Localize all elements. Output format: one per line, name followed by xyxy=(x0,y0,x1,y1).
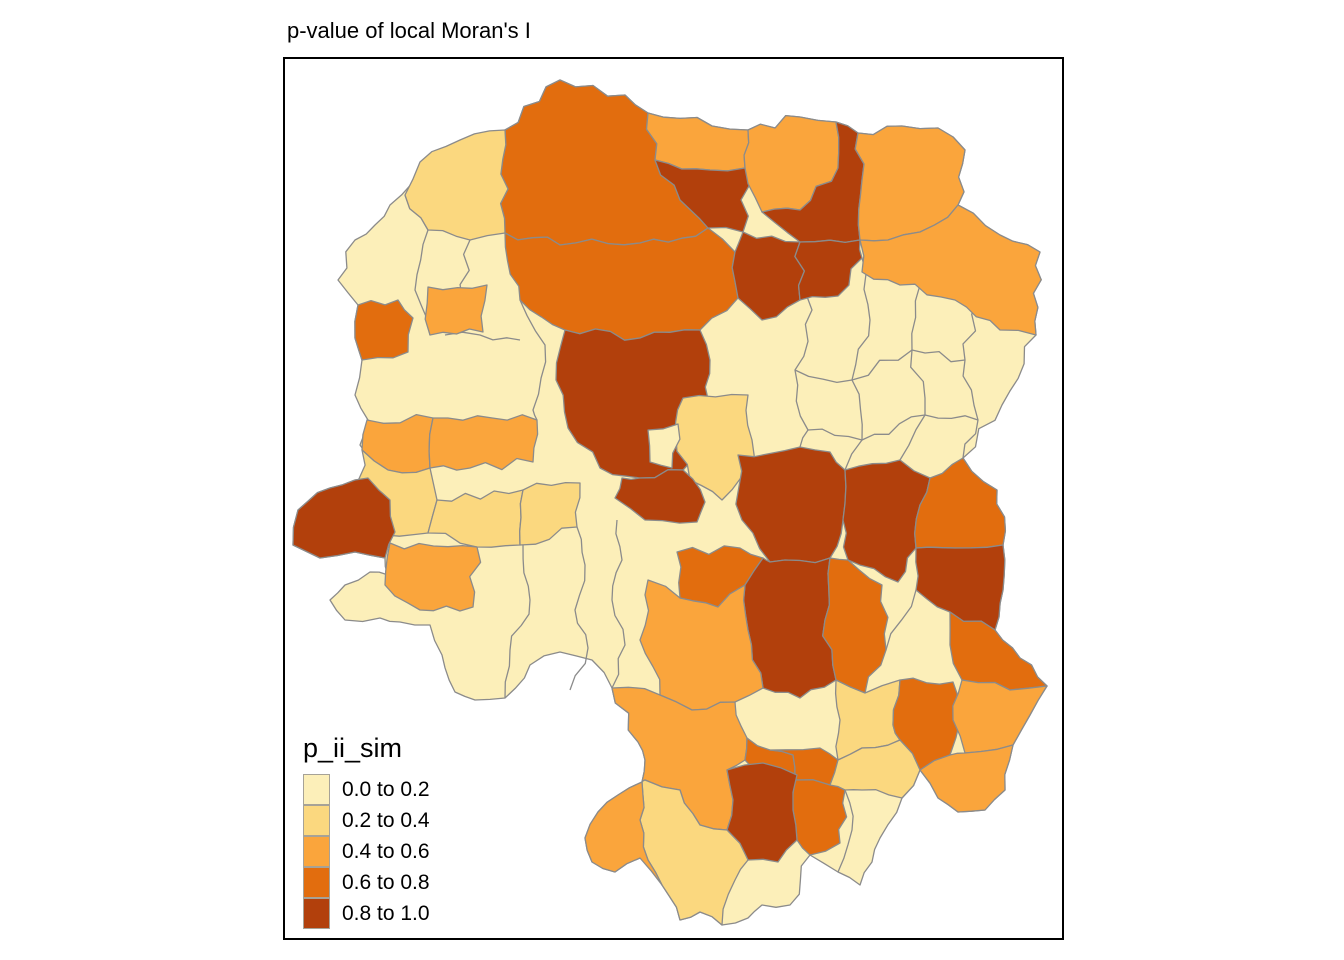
map-legend: p_ii_sim 0.0 to 0.2 0.2 to 0.4 0.4 to 0.6 0… xyxy=(303,733,430,929)
county-region xyxy=(726,762,798,863)
legend-swatch xyxy=(303,805,330,836)
county-region xyxy=(822,557,889,694)
county-region xyxy=(949,611,1048,691)
county-region xyxy=(829,739,921,799)
county-border-line xyxy=(794,349,966,384)
county-border-line xyxy=(519,299,547,421)
legend-item: 0.0 to 0.2 xyxy=(303,774,430,805)
legend-item: 0.2 to 0.4 xyxy=(303,805,430,836)
county-region xyxy=(504,227,739,341)
legend-label: 0.4 to 0.6 xyxy=(342,839,430,863)
county-border-line xyxy=(844,257,871,471)
legend-label: 0.0 to 0.2 xyxy=(342,777,430,801)
county-region xyxy=(915,544,1006,631)
county-region xyxy=(584,781,663,886)
legend-item: 0.4 to 0.6 xyxy=(303,836,430,867)
county-border-line xyxy=(504,544,531,699)
county-region xyxy=(731,231,806,321)
county-region xyxy=(428,414,539,471)
legend-swatch xyxy=(303,867,330,898)
county-border-line xyxy=(899,284,926,461)
plot-title: p-value of local Moran's I xyxy=(287,18,531,43)
county-region xyxy=(614,469,706,524)
county-border-line xyxy=(962,299,979,459)
county-region xyxy=(384,542,482,612)
county-border-line xyxy=(837,789,854,873)
legend-swatch xyxy=(303,836,330,867)
county-region xyxy=(859,204,1042,336)
county-region xyxy=(424,284,488,336)
county-region xyxy=(794,239,863,301)
county-region xyxy=(842,459,931,583)
legend-label: 0.6 to 0.8 xyxy=(342,870,430,894)
county-border-line xyxy=(885,589,917,651)
county-region xyxy=(292,477,396,559)
county-border-line xyxy=(611,519,626,689)
county-region xyxy=(654,159,751,233)
county-region xyxy=(647,423,681,469)
county-region xyxy=(639,579,764,711)
county-border-line xyxy=(807,414,979,441)
legend-item: 0.6 to 0.8 xyxy=(303,867,430,898)
county-region xyxy=(952,679,1048,754)
legend-swatch xyxy=(303,774,330,805)
legend-item: 0.8 to 1.0 xyxy=(303,898,430,929)
legend-label: 0.2 to 0.4 xyxy=(342,808,430,832)
county-region xyxy=(735,446,847,564)
legend-title: p_ii_sim xyxy=(303,733,403,763)
county-region xyxy=(519,481,581,546)
legend-swatch xyxy=(303,898,330,929)
county-region xyxy=(792,779,848,856)
county-border-line xyxy=(569,526,589,691)
county-region xyxy=(404,129,509,241)
legend-items: 0.0 to 0.2 0.2 to 0.4 0.4 to 0.6 0.6 to 0.8… xyxy=(303,774,430,929)
legend-label: 0.8 to 1.0 xyxy=(342,901,430,925)
county-region xyxy=(919,744,1014,813)
county-region xyxy=(354,299,414,361)
